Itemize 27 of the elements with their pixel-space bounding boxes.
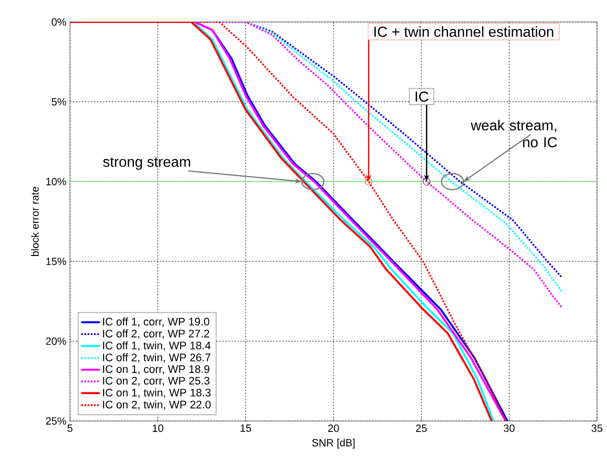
y-tick-label: 10% [46,178,66,186]
y-tick-label: 15% [46,258,66,266]
annotation: weak stream, no IC [470,120,557,148]
y-tick-label: 25% [46,417,66,425]
x-tick-label: 30 [504,424,515,432]
annotation: IC + twin channel estimation [374,26,554,37]
legend-label: IC on 2, corr, WP 25.3 [103,376,210,386]
x-tick-label: 35 [592,424,602,432]
annotation: IC [416,91,428,102]
x-tick-label: 25 [416,424,427,432]
x-tick-label: 20 [328,424,339,432]
y-tick-label: 0% [52,18,66,26]
legend-label: IC off 2, corr, WP 27.2 [103,329,210,339]
y-axis-title: block error rate [31,186,39,256]
legend-label: IC off 2, twin, WP 26.7 [103,353,210,363]
legend-label: IC off 1, twin, WP 18.4 [103,341,211,351]
x-tick-label: 10 [152,424,164,432]
legend-label: IC off 1, corr, WP 19.0 [103,318,210,327]
x-tick-label: 15 [240,424,252,432]
y-tick-label: 20% [46,337,66,345]
x-axis-title: SNR [dB] [312,438,355,449]
legend-label: IC on 1, twin, WP 18.3 [103,388,211,398]
annotation: strong stream [103,157,190,170]
legend-label: IC on 1, corr, WP 18.9 [103,365,210,374]
legend-label: IC on 2, twin, WP 22.0 [103,400,211,410]
x-tick-label: 5 [68,424,72,432]
y-tick-label: 5% [52,98,66,106]
